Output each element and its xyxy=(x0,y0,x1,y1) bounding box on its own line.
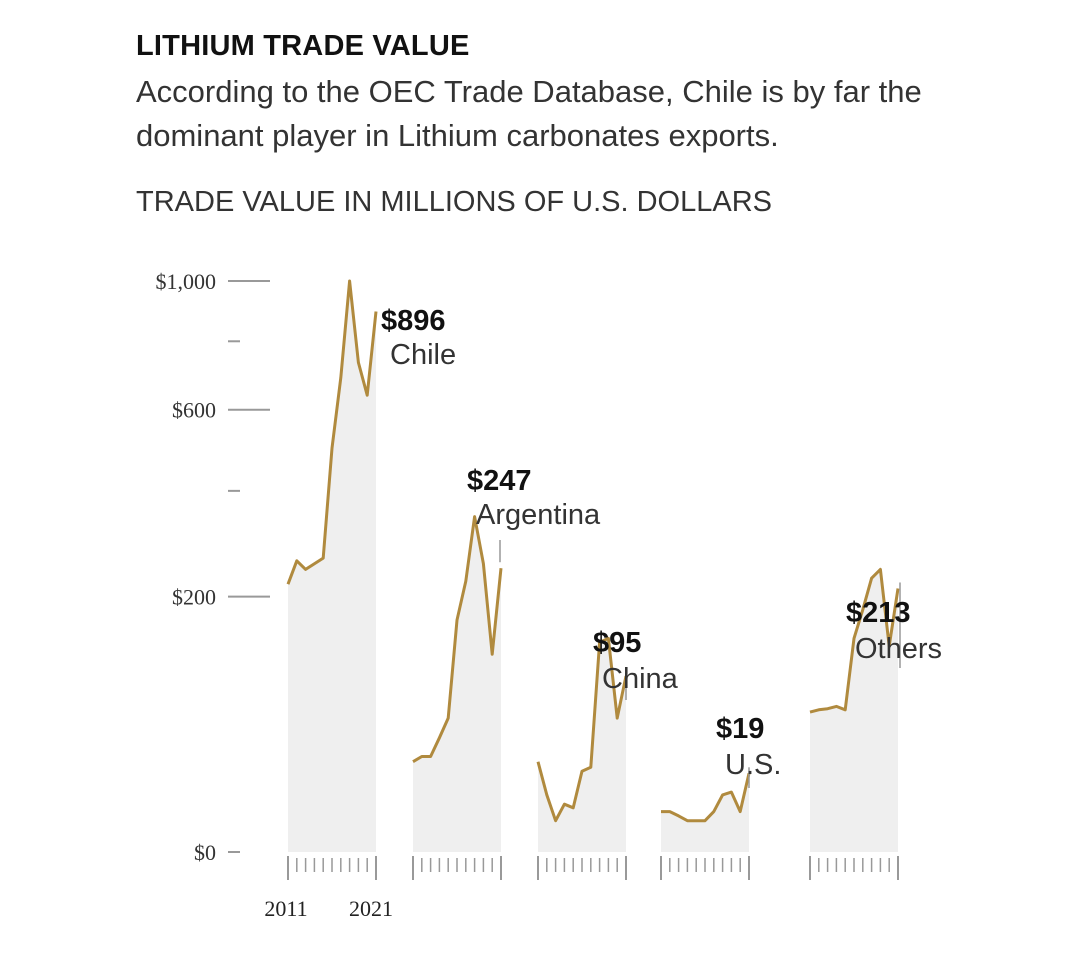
y-tick-label: $200 xyxy=(172,585,216,610)
y-tick-label: $600 xyxy=(172,398,216,423)
x-tick-label: 2011 xyxy=(264,896,307,921)
series-label: China xyxy=(602,663,679,695)
value-label: $95 xyxy=(593,627,641,659)
line-us xyxy=(661,772,751,823)
y-tick-label: $0 xyxy=(194,840,216,865)
area-argentina xyxy=(413,516,501,852)
value-label: $247 xyxy=(467,465,532,497)
chart-subtitle: According to the OEC Trade Database, Chi… xyxy=(136,74,922,153)
y-tick-label: $1,000 xyxy=(156,269,217,294)
series-label: Argentina xyxy=(476,499,601,531)
line-china xyxy=(536,636,628,823)
area-china xyxy=(538,638,626,852)
value-label: $213 xyxy=(846,597,911,629)
unit-label: TRADE VALUE IN MILLIONS OF U.S. DOLLARS xyxy=(136,186,773,218)
chart-title: LITHIUM TRADE VALUE xyxy=(136,30,470,62)
series-label: Chile xyxy=(390,339,456,371)
line-argentina xyxy=(412,515,503,763)
series-label: Others xyxy=(855,633,942,665)
line-chile xyxy=(286,279,378,585)
line-others xyxy=(809,567,900,714)
value-label: $19 xyxy=(716,713,764,745)
value-label: $896 xyxy=(381,305,446,337)
x-tick-label: 2021 xyxy=(349,896,393,921)
area-chile xyxy=(288,281,376,852)
area-us xyxy=(661,773,749,852)
series-label: U.S. xyxy=(725,749,781,781)
area-others xyxy=(810,569,898,852)
